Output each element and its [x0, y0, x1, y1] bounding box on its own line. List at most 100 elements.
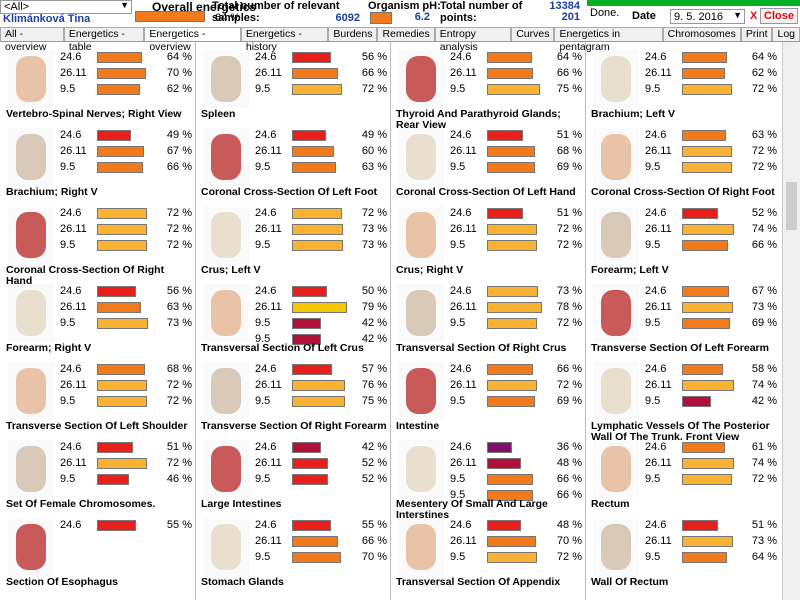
tab[interactable]: Entropy analysis	[434, 27, 512, 53]
cell-title: Rectum	[591, 498, 630, 510]
reading-date: 24.6	[60, 441, 82, 453]
tab[interactable]: Curves	[511, 27, 555, 41]
close-button[interactable]: Close	[760, 8, 798, 24]
energy-bar	[292, 520, 331, 531]
tab[interactable]: Chromosomes	[662, 27, 741, 41]
energy-bar	[487, 458, 521, 469]
points-second-value: 201	[561, 11, 580, 23]
reading-date: 9.5	[645, 317, 661, 329]
reading-percent: 76 %	[361, 379, 387, 391]
reading-date: 9.5	[255, 161, 271, 173]
reading-percent: 48 %	[556, 519, 582, 531]
energy-bar	[682, 240, 729, 251]
ph-value: 6.2	[414, 11, 430, 23]
cell-title: Section Of Esophagus	[6, 576, 119, 588]
reading-percent: 63 %	[361, 161, 387, 173]
reading-date: 24.6	[60, 51, 82, 63]
tab[interactable]: Remedies	[377, 27, 435, 41]
reading-percent: 66 %	[556, 473, 582, 485]
energy-bar	[292, 552, 341, 563]
reading-date: 26.11	[645, 223, 672, 235]
date-picker[interactable]: 9. 5. 2016 ▼	[670, 9, 745, 24]
organ-shape	[211, 212, 241, 258]
cell-title: Large Intestines	[201, 498, 282, 510]
tab[interactable]: Burdens	[328, 27, 378, 41]
scrollbar-thumb[interactable]	[786, 182, 797, 230]
reading-percent: 72 %	[361, 83, 387, 95]
reading-date: 9.5	[645, 83, 661, 95]
reading-date: 26.11	[255, 67, 282, 79]
reading-percent: 69 %	[556, 161, 582, 173]
reading-date: 24.6	[255, 129, 277, 141]
energy-bar	[292, 536, 339, 547]
reading-percent: 49 %	[166, 129, 192, 141]
cell-title: Thyroid And Parathyroid Glands; Rear Vie…	[396, 108, 561, 131]
organ-shape	[211, 368, 241, 414]
reading-percent: 72 %	[556, 239, 582, 251]
cell-title: Coronal Cross-Section Of Right Foot	[591, 186, 775, 198]
reading-date: 26.11	[450, 379, 477, 391]
reading-percent: 56 %	[166, 285, 192, 297]
reading-percent: 64 %	[751, 51, 777, 63]
reading-percent: 42 %	[361, 333, 387, 345]
energy-bar	[487, 520, 521, 531]
cell-title: Coronal Cross-Section Of Left Hand	[396, 186, 576, 198]
energy-bar	[682, 536, 734, 547]
reading-date: 24.6	[645, 129, 667, 141]
reading-percent: 73 %	[751, 301, 777, 313]
reading-date: 9.5	[645, 473, 661, 485]
cell-title: Transversal Section Of Right Crus	[396, 342, 567, 354]
cell-title: Brachium; Right V	[6, 186, 98, 198]
reading-percent: 75 %	[556, 83, 582, 95]
tab[interactable]: Energetics in pentagram	[554, 27, 663, 53]
reading-date: 24.6	[60, 207, 82, 219]
reading-date: 26.11	[450, 535, 477, 547]
tab[interactable]: Log	[772, 27, 800, 41]
energy-bar	[682, 458, 734, 469]
reading-percent: 52 %	[361, 473, 387, 485]
reading-date: 24.6	[645, 441, 667, 453]
ph-indicator	[370, 12, 392, 24]
energy-bar	[97, 146, 144, 157]
energy-bar	[292, 224, 344, 235]
energy-bar	[487, 146, 535, 157]
tab[interactable]: Energetics - overview	[144, 27, 241, 53]
clear-button[interactable]: X	[750, 10, 758, 22]
scrollbar[interactable]	[782, 42, 800, 600]
filter-value: <All>	[4, 1, 30, 13]
tab[interactable]: Print	[740, 27, 773, 41]
reading-percent: 49 %	[361, 129, 387, 141]
reading-percent: 72 %	[751, 161, 777, 173]
filter-select[interactable]: <All> ▼	[0, 0, 132, 14]
reading-date: 26.11	[450, 67, 477, 79]
reading-date: 24.6	[60, 519, 82, 531]
reading-date: 9.5	[645, 395, 661, 407]
organ-shape	[211, 134, 241, 180]
reading-percent: 79 %	[361, 301, 387, 313]
reading-date: 24.6	[645, 363, 667, 375]
organ-shape	[16, 290, 46, 336]
organ-shape	[601, 212, 631, 258]
tab[interactable]: All - overview	[0, 27, 64, 53]
reading-date: 24.6	[450, 441, 472, 453]
organ-shape	[16, 134, 46, 180]
tab[interactable]: Energetics - history	[240, 27, 329, 53]
energy-bar	[97, 224, 148, 235]
tab[interactable]: Energetics - table	[63, 27, 145, 53]
ph-label: Organism pH:	[368, 0, 441, 12]
reading-date: 9.5	[450, 551, 466, 563]
reading-percent: 72 %	[166, 395, 192, 407]
reading-date: 24.6	[450, 363, 472, 375]
energy-bar	[97, 208, 148, 219]
reading-date: 9.5	[255, 333, 271, 345]
reading-percent: 73 %	[361, 223, 387, 235]
reading-date: 26.11	[645, 301, 672, 313]
cell-title: Wall Of Rectum	[591, 576, 669, 588]
cell-title: Transversal Section Of Left Crus	[201, 342, 364, 354]
points-label: Total number of points:	[440, 0, 523, 24]
reading-date: 9.5	[60, 239, 76, 251]
cell-title: Transverse Section Of Left Forearm	[591, 342, 769, 354]
reading-percent: 63 %	[751, 129, 777, 141]
reading-date: 26.11	[450, 457, 477, 469]
energy-bar	[292, 240, 344, 251]
